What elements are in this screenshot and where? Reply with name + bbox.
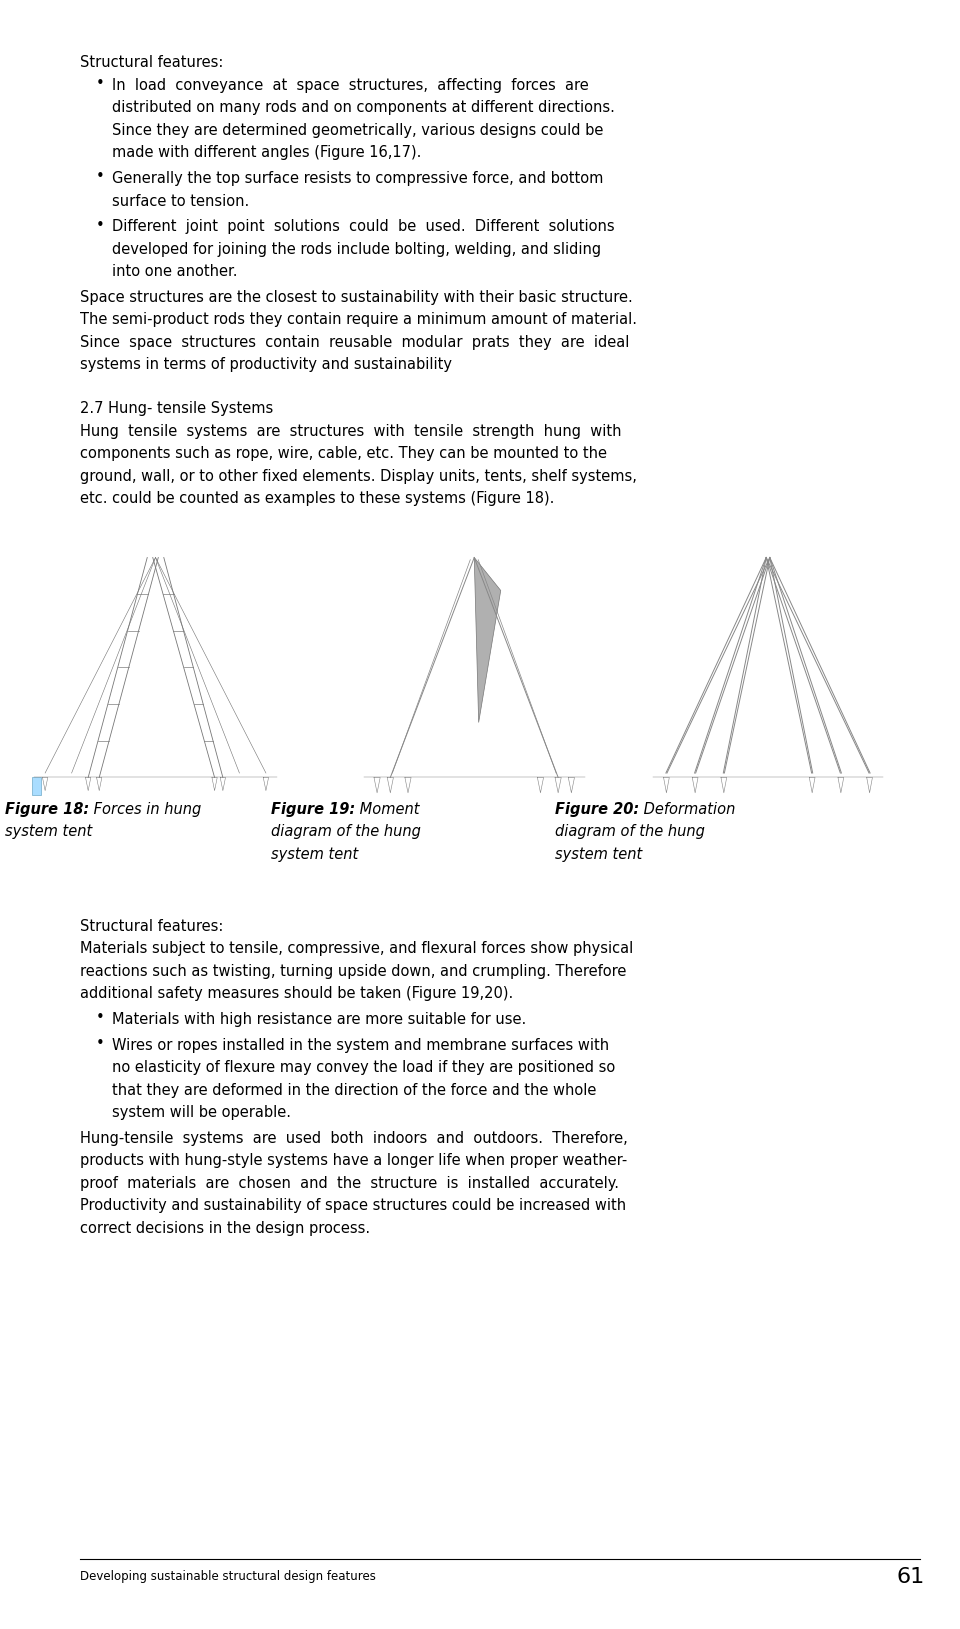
- Text: Since  space  structures  contain  reusable  modular  prats  they  are  ideal: Since space structures contain reusable …: [80, 336, 629, 350]
- Text: •: •: [96, 1036, 105, 1051]
- Text: correct decisions in the design process.: correct decisions in the design process.: [80, 1220, 370, 1236]
- Text: In  load  conveyance  at  space  structures,  affecting  forces  are: In load conveyance at space structures, …: [112, 78, 589, 93]
- Text: etc. could be counted as examples to these systems (Figure 18).: etc. could be counted as examples to the…: [80, 490, 554, 507]
- Text: system tent: system tent: [271, 847, 358, 862]
- Text: •: •: [96, 77, 105, 91]
- Text: •: •: [96, 1010, 105, 1025]
- Text: that they are deformed in the direction of the force and the whole: that they are deformed in the direction …: [112, 1083, 597, 1098]
- Polygon shape: [474, 557, 501, 722]
- Text: components such as rope, wire, cable, etc. They can be mounted to the: components such as rope, wire, cable, et…: [80, 446, 607, 461]
- Text: Space structures are the closest to sustainability with their basic structure.: Space structures are the closest to sust…: [80, 290, 633, 305]
- Text: products with hung-style systems have a longer life when proper weather-: products with hung-style systems have a …: [80, 1153, 627, 1168]
- Text: developed for joining the rods include bolting, welding, and sliding: developed for joining the rods include b…: [112, 241, 602, 257]
- Text: Figure 19:: Figure 19:: [271, 801, 355, 816]
- Text: Deformation: Deformation: [639, 801, 735, 816]
- Text: 61: 61: [897, 1567, 924, 1587]
- Text: The semi-product rods they contain require a minimum amount of material.: The semi-product rods they contain requi…: [80, 313, 636, 327]
- Text: diagram of the hung: diagram of the hung: [555, 824, 705, 839]
- Text: Different  joint  point  solutions  could  be  used.  Different  solutions: Different joint point solutions could be…: [112, 220, 615, 235]
- Text: distributed on many rods and on components at different directions.: distributed on many rods and on componen…: [112, 101, 615, 116]
- Text: Since they are determined geometrically, various designs could be: Since they are determined geometrically,…: [112, 122, 604, 138]
- Text: system tent: system tent: [555, 847, 642, 862]
- Text: into one another.: into one another.: [112, 264, 238, 279]
- Text: Productivity and sustainability of space structures could be increased with: Productivity and sustainability of space…: [80, 1199, 626, 1214]
- Text: •: •: [96, 169, 105, 184]
- Text: Generally the top surface resists to compressive force, and bottom: Generally the top surface resists to com…: [112, 171, 604, 186]
- Text: system will be operable.: system will be operable.: [112, 1104, 291, 1121]
- Text: Hung  tensile  systems  are  structures  with  tensile  strength  hung  with: Hung tensile systems are structures with…: [80, 424, 621, 438]
- Text: 2.7 Hung- tensile Systems: 2.7 Hung- tensile Systems: [80, 401, 273, 415]
- Text: diagram of the hung: diagram of the hung: [271, 824, 420, 839]
- Text: Materials with high resistance are more suitable for use.: Materials with high resistance are more …: [112, 1012, 527, 1026]
- Text: systems in terms of productivity and sustainability: systems in terms of productivity and sus…: [80, 357, 451, 373]
- Text: Developing sustainable structural design features: Developing sustainable structural design…: [80, 1570, 375, 1583]
- Text: reactions such as twisting, turning upside down, and crumpling. Therefore: reactions such as twisting, turning upsi…: [80, 964, 626, 979]
- Text: proof  materials  are  chosen  and  the  structure  is  installed  accurately.: proof materials are chosen and the struc…: [80, 1176, 618, 1191]
- Bar: [32, 777, 40, 795]
- Text: Wires or ropes installed in the system and membrane surfaces with: Wires or ropes installed in the system a…: [112, 1038, 610, 1052]
- Text: Hung-tensile  systems  are  used  both  indoors  and  outdoors.  Therefore,: Hung-tensile systems are used both indoo…: [80, 1131, 628, 1145]
- Text: made with different angles (Figure 16,17).: made with different angles (Figure 16,17…: [112, 145, 421, 160]
- Text: additional safety measures should be taken (Figure 19,20).: additional safety measures should be tak…: [80, 986, 513, 1002]
- Text: •: •: [96, 218, 105, 233]
- Text: Moment: Moment: [355, 801, 420, 816]
- Text: Materials subject to tensile, compressive, and flexural forces show physical: Materials subject to tensile, compressiv…: [80, 942, 633, 956]
- Text: Forces in hung: Forces in hung: [89, 801, 202, 816]
- Text: Figure 20:: Figure 20:: [555, 801, 639, 816]
- Text: Structural features:: Structural features:: [80, 919, 223, 933]
- Text: no elasticity of flexure may convey the load if they are positioned so: no elasticity of flexure may convey the …: [112, 1060, 615, 1075]
- Text: Figure 18:: Figure 18:: [5, 801, 89, 816]
- Text: system tent: system tent: [5, 824, 92, 839]
- Text: surface to tension.: surface to tension.: [112, 194, 250, 209]
- Text: ground, wall, or to other fixed elements. Display units, tents, shelf systems,: ground, wall, or to other fixed elements…: [80, 469, 636, 484]
- Text: Structural features:: Structural features:: [80, 55, 223, 70]
